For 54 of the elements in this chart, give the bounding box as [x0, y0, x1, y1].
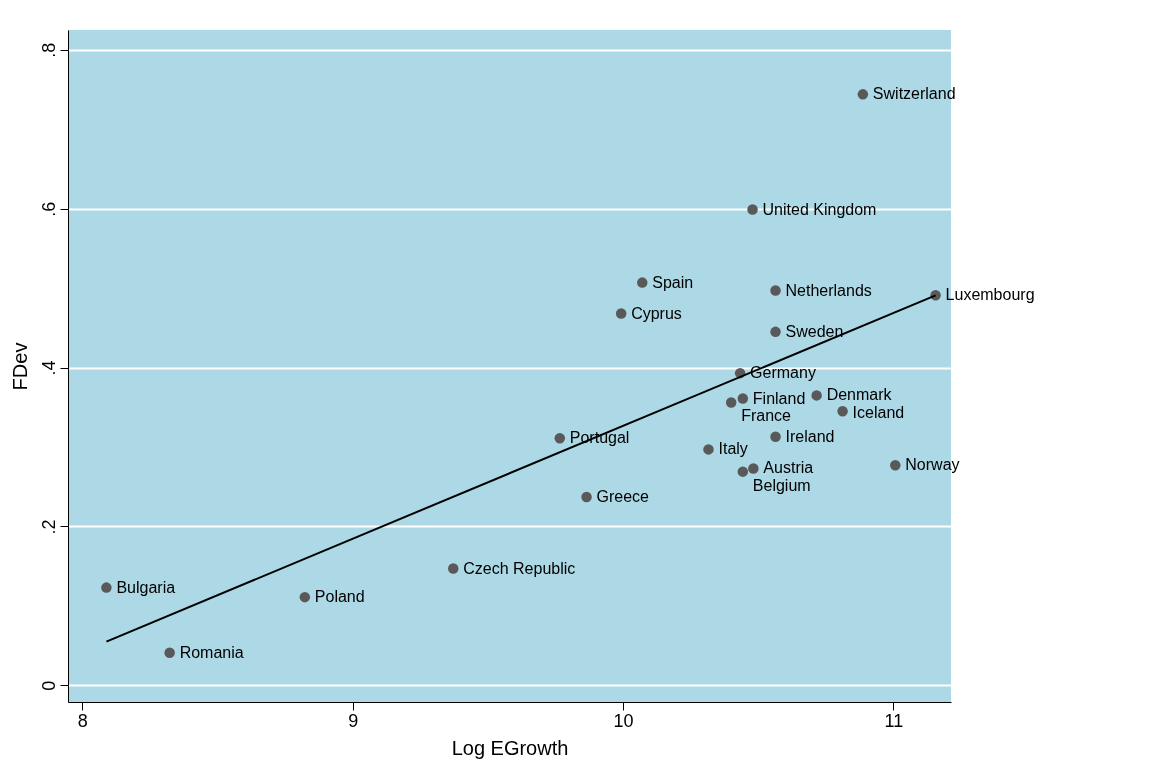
data-label: Belgium	[752, 476, 811, 494]
y-tick-label: 0	[38, 680, 59, 691]
point	[737, 466, 749, 477]
data-label: Finland	[752, 389, 806, 407]
point	[747, 204, 758, 215]
point	[737, 393, 749, 404]
point	[581, 491, 592, 503]
point	[164, 647, 175, 658]
y-tick-label: .4	[38, 360, 59, 376]
data-label: Bulgaria	[116, 578, 176, 596]
point	[748, 463, 759, 474]
point	[725, 397, 737, 408]
point	[770, 326, 781, 338]
data-label: Ireland	[785, 427, 835, 445]
y-tick-label: .8	[38, 42, 59, 58]
x-tick-label: 8	[77, 710, 88, 731]
data-label: United Kingdom	[762, 200, 877, 218]
point	[448, 563, 459, 574]
point	[770, 431, 781, 442]
point	[703, 444, 714, 455]
data-label: Italy	[718, 440, 748, 458]
data-label: Romania	[179, 643, 244, 661]
x-tick-label: 11	[884, 710, 904, 731]
point	[890, 460, 901, 471]
x-tick-label: 10	[613, 710, 634, 731]
data-label: Spain	[652, 273, 694, 291]
x-tick-label: 9	[348, 710, 359, 731]
point	[637, 277, 648, 288]
x-axis-title: Log EGrowth	[451, 736, 569, 759]
point	[615, 308, 627, 319]
point	[857, 89, 869, 100]
data-label: France	[741, 406, 792, 424]
point	[554, 433, 566, 444]
data-label: Cyprus	[631, 304, 682, 322]
data-label: Netherlands	[785, 281, 872, 299]
y-tick-label: .6	[38, 201, 59, 217]
data-label: Denmark	[826, 386, 893, 404]
y-axis-title: FDev	[8, 342, 31, 391]
data-label: Luxembourg	[945, 286, 1035, 304]
point	[770, 285, 781, 296]
data-label: Iceland	[852, 403, 905, 421]
point	[299, 591, 311, 603]
y-tick-label: .2	[38, 519, 59, 535]
data-label: Austria	[763, 459, 814, 477]
point	[837, 406, 848, 417]
data-label: Poland	[314, 588, 365, 606]
point	[811, 390, 822, 401]
data-label: Sweden	[785, 322, 844, 340]
data-label: Norway	[905, 456, 960, 474]
data-label: Switzerland	[872, 85, 956, 103]
data-label: Greece	[596, 488, 650, 506]
data-label: Czech Republic	[463, 559, 576, 577]
point	[101, 582, 112, 593]
data-label: Germany	[750, 364, 816, 382]
